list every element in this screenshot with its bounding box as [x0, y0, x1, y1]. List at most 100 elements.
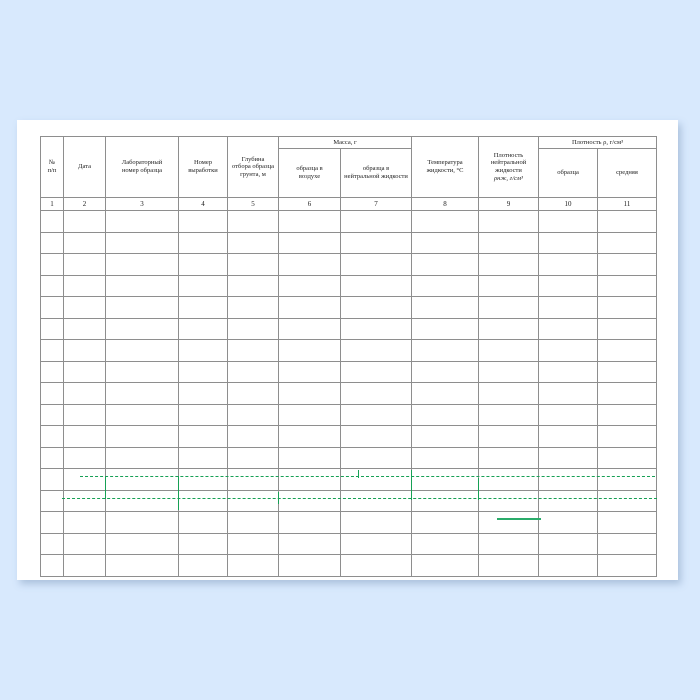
table-cell[interactable]: [411, 296, 480, 319]
table-cell[interactable]: [411, 554, 480, 577]
table-cell[interactable]: [538, 403, 599, 426]
table-cell[interactable]: [105, 511, 179, 534]
table-cell[interactable]: [227, 489, 279, 512]
table-cell[interactable]: [411, 468, 480, 491]
table-cell[interactable]: [40, 403, 64, 426]
table-cell[interactable]: [178, 532, 228, 555]
table-cell[interactable]: [411, 253, 480, 276]
table-cell[interactable]: [63, 360, 106, 383]
table-cell[interactable]: [278, 446, 341, 469]
table-cell[interactable]: [40, 511, 64, 534]
table-cell[interactable]: [63, 253, 106, 276]
table-cell[interactable]: [40, 253, 64, 276]
table-cell[interactable]: [478, 296, 540, 319]
table-cell[interactable]: [339, 274, 413, 297]
table-cell[interactable]: [178, 231, 228, 254]
table-cell[interactable]: [411, 382, 480, 405]
table-cell[interactable]: [339, 339, 413, 362]
table-cell[interactable]: [339, 403, 413, 426]
table-cell[interactable]: [105, 339, 179, 362]
table-cell[interactable]: [478, 382, 540, 405]
table-cell[interactable]: [278, 511, 341, 534]
table-cell[interactable]: [597, 489, 658, 512]
table-cell[interactable]: [538, 511, 599, 534]
table-cell[interactable]: [63, 274, 106, 297]
table-cell[interactable]: [597, 468, 658, 491]
table-cell[interactable]: [411, 231, 480, 254]
table-cell[interactable]: [227, 403, 279, 426]
table-cell[interactable]: [339, 511, 413, 534]
table-cell[interactable]: [63, 554, 106, 577]
table-row[interactable]: [40, 468, 658, 491]
table-cell[interactable]: [278, 360, 341, 383]
table-cell[interactable]: [597, 317, 658, 340]
table-cell[interactable]: [105, 532, 179, 555]
table-cell[interactable]: [278, 210, 341, 233]
table-cell[interactable]: [40, 446, 64, 469]
table-cell[interactable]: [478, 317, 540, 340]
table-cell[interactable]: [538, 446, 599, 469]
table-cell[interactable]: [178, 360, 228, 383]
table-cell[interactable]: [40, 210, 64, 233]
table-cell[interactable]: [597, 403, 658, 426]
table-cell[interactable]: [63, 489, 106, 512]
table-cell[interactable]: [40, 382, 64, 405]
table-row[interactable]: [40, 489, 658, 512]
table-cell[interactable]: [339, 468, 413, 491]
table-cell[interactable]: [597, 554, 658, 577]
table-cell[interactable]: [538, 532, 599, 555]
table-cell[interactable]: [339, 317, 413, 340]
table-row[interactable]: [40, 532, 658, 555]
table-cell[interactable]: [227, 554, 279, 577]
table-cell[interactable]: [538, 210, 599, 233]
table-cell[interactable]: [339, 425, 413, 448]
table-row[interactable]: [40, 210, 658, 233]
table-cell[interactable]: [478, 360, 540, 383]
table-cell[interactable]: [478, 403, 540, 426]
table-row[interactable]: [40, 382, 658, 405]
table-cell[interactable]: [411, 210, 480, 233]
table-cell[interactable]: [105, 382, 179, 405]
table-cell[interactable]: [40, 532, 64, 555]
table-cell[interactable]: [278, 296, 341, 319]
table-cell[interactable]: [105, 403, 179, 426]
table-cell[interactable]: [227, 425, 279, 448]
table-cell[interactable]: [597, 532, 658, 555]
table-cell[interactable]: [411, 425, 480, 448]
table-cell[interactable]: [105, 296, 179, 319]
table-cell[interactable]: [339, 446, 413, 469]
table-cell[interactable]: [597, 425, 658, 448]
table-cell[interactable]: [538, 231, 599, 254]
table-cell[interactable]: [411, 317, 480, 340]
table-cell[interactable]: [538, 360, 599, 383]
table-cell[interactable]: [278, 489, 341, 512]
table-cell[interactable]: [478, 274, 540, 297]
table-cell[interactable]: [63, 425, 106, 448]
table-cell[interactable]: [178, 403, 228, 426]
table-cell[interactable]: [227, 446, 279, 469]
table-cell[interactable]: [411, 274, 480, 297]
table-cell[interactable]: [227, 382, 279, 405]
table-cell[interactable]: [478, 489, 540, 512]
table-cell[interactable]: [597, 231, 658, 254]
table-cell[interactable]: [63, 511, 106, 534]
table-cell[interactable]: [278, 403, 341, 426]
table-cell[interactable]: [538, 253, 599, 276]
table-row[interactable]: [40, 360, 658, 383]
table-cell[interactable]: [478, 554, 540, 577]
table-cell[interactable]: [339, 296, 413, 319]
table-cell[interactable]: [40, 468, 64, 491]
table-cell[interactable]: [227, 253, 279, 276]
table-cell[interactable]: [538, 296, 599, 319]
table-cell[interactable]: [40, 317, 64, 340]
table-cell[interactable]: [227, 511, 279, 534]
table-cell[interactable]: [278, 382, 341, 405]
table-cell[interactable]: [178, 446, 228, 469]
table-cell[interactable]: [178, 274, 228, 297]
table-cell[interactable]: [278, 317, 341, 340]
table-row[interactable]: [40, 274, 658, 297]
table-cell[interactable]: [339, 253, 413, 276]
table-cell[interactable]: [40, 554, 64, 577]
table-cell[interactable]: [227, 210, 279, 233]
table-cell[interactable]: [478, 468, 540, 491]
